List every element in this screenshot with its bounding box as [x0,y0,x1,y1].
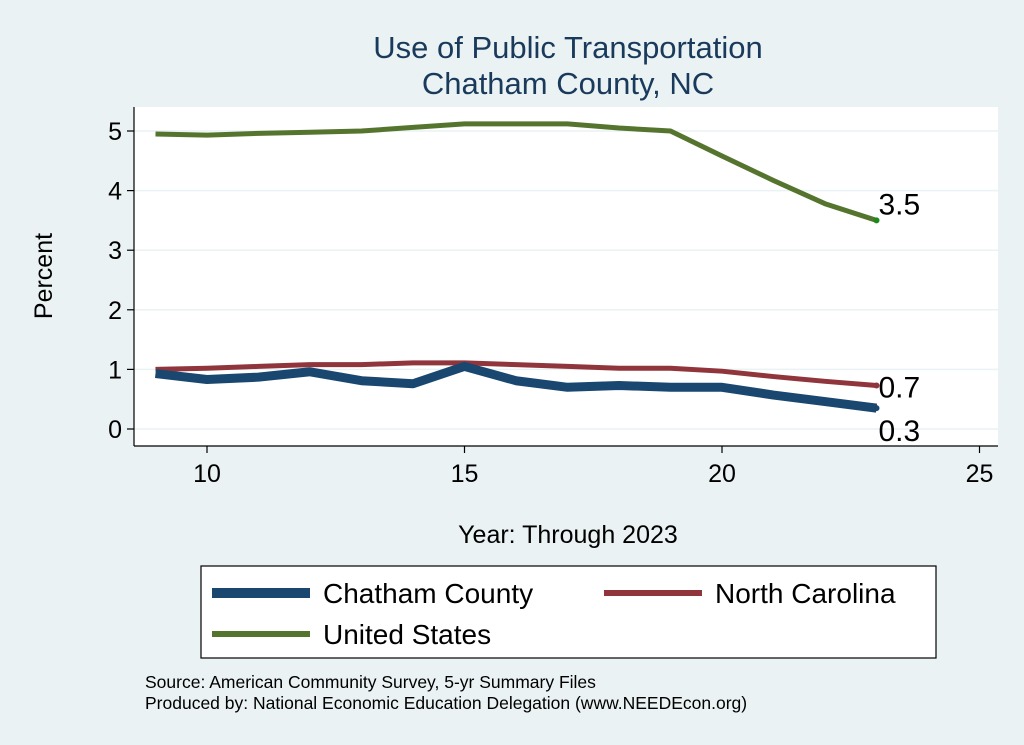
y-tick-label: 0 [108,416,122,444]
end-point [873,405,880,412]
end-point [873,382,880,389]
plot-area [134,107,998,446]
end-value-label: 0.7 [879,371,921,404]
producer-note: Produced by: National Economic Education… [145,693,747,713]
y-tick-label: 3 [108,237,122,265]
legend-label: United States [323,619,491,650]
y-tick-label: 1 [108,356,122,384]
series-line-north-carolina [155,360,877,388]
x-tick-label: 20 [708,460,736,488]
legend-label: Chatham County [323,578,533,609]
legend: Chatham County North Carolina United State… [200,565,937,659]
end-value-label: 0.3 [879,415,921,448]
y-axis-label: Percent [30,233,58,319]
series-line-united-states [155,121,878,223]
end-value-label: 3.5 [879,188,921,221]
end-point [873,217,880,224]
chart-title: Use of Public Transportation [373,30,762,65]
y-tick-label: 5 [108,118,122,146]
x-tick-label: 15 [451,460,479,488]
series-line-chatham-county [154,361,878,413]
x-tick-label: 10 [193,460,221,488]
legend-label: North Carolina [715,578,896,609]
source-note: Source: American Community Survey, 5-yr … [145,672,596,692]
chart-subtitle: Chatham County, NC [422,66,714,101]
x-tick-label: 25 [966,460,994,488]
legend-box [200,565,937,659]
y-tick-label: 4 [108,178,122,206]
y-tick-label: 2 [108,297,122,325]
x-axis-label: Year: Through 2023 [458,521,678,549]
